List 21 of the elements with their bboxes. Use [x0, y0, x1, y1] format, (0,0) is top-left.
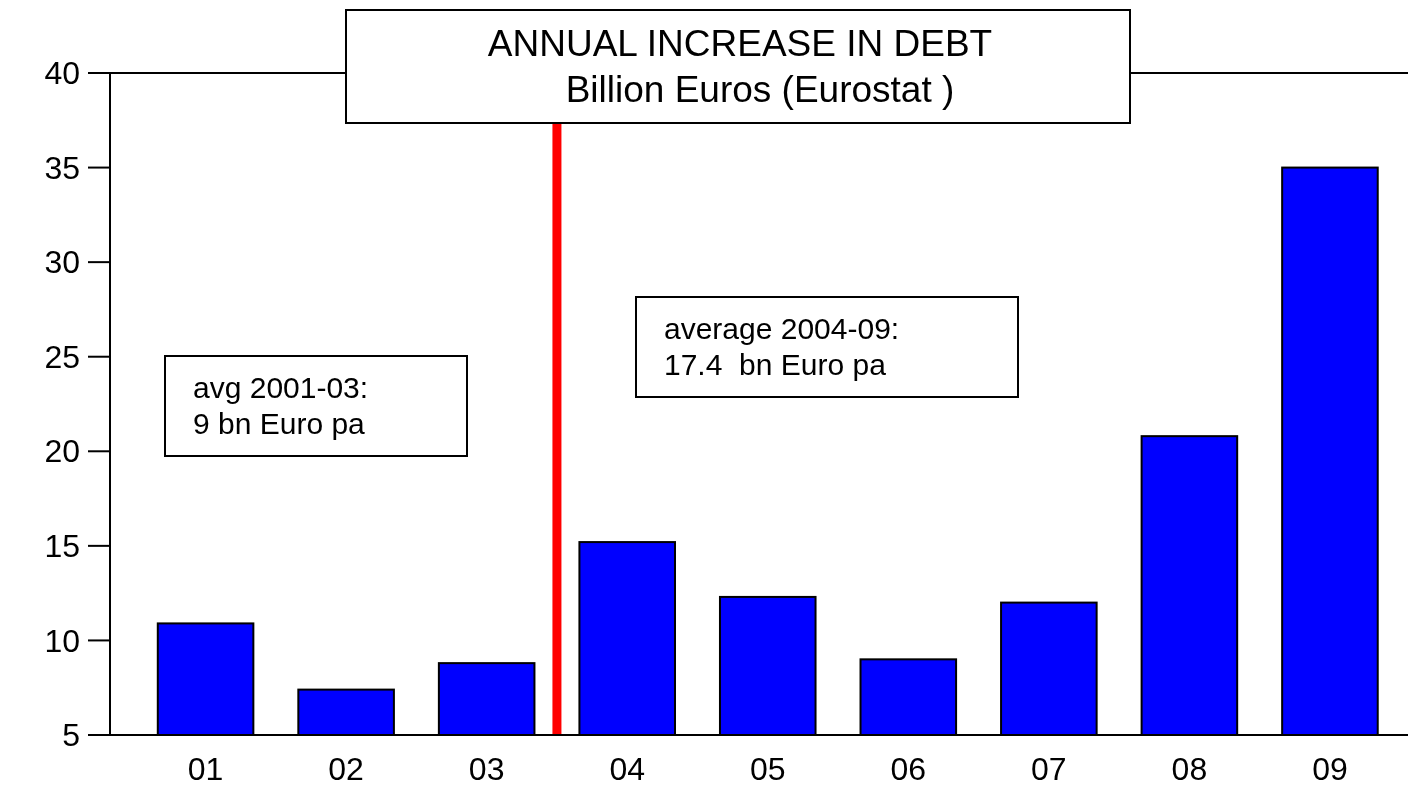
chart-subtitle: Billion Euros (Eurostat ): [565, 69, 955, 110]
y-tick-label: 25: [44, 338, 80, 375]
x-tick-label: 08: [1171, 751, 1208, 787]
x-tick-label: 05: [749, 751, 786, 787]
y-tick-label: 15: [44, 528, 80, 565]
y-tick-label: 5: [62, 717, 80, 754]
x-tick-label: 02: [328, 751, 364, 787]
annotation: average 2004-09: 17.4 bn Euro pa: [664, 312, 900, 381]
x-tick-label: 06: [890, 751, 927, 787]
x-tick-label: 09: [1312, 751, 1348, 787]
y-tick-label: 35: [44, 149, 80, 186]
chart-title: ANNUAL INCREASE IN DEBT: [487, 23, 993, 64]
y-tick-label: 30: [44, 244, 80, 281]
annotation: avg 2001-03: 9 bn Euro pa: [193, 371, 369, 440]
y-tick-label: 10: [44, 622, 80, 659]
x-tick-label: 07: [1031, 751, 1067, 787]
x-tick-label: 01: [187, 751, 224, 787]
y-tick-label: 40: [44, 55, 80, 92]
x-tick-label: 04: [609, 751, 646, 787]
x-tick-label: 03: [468, 751, 505, 787]
y-tick-label: 20: [44, 433, 80, 470]
